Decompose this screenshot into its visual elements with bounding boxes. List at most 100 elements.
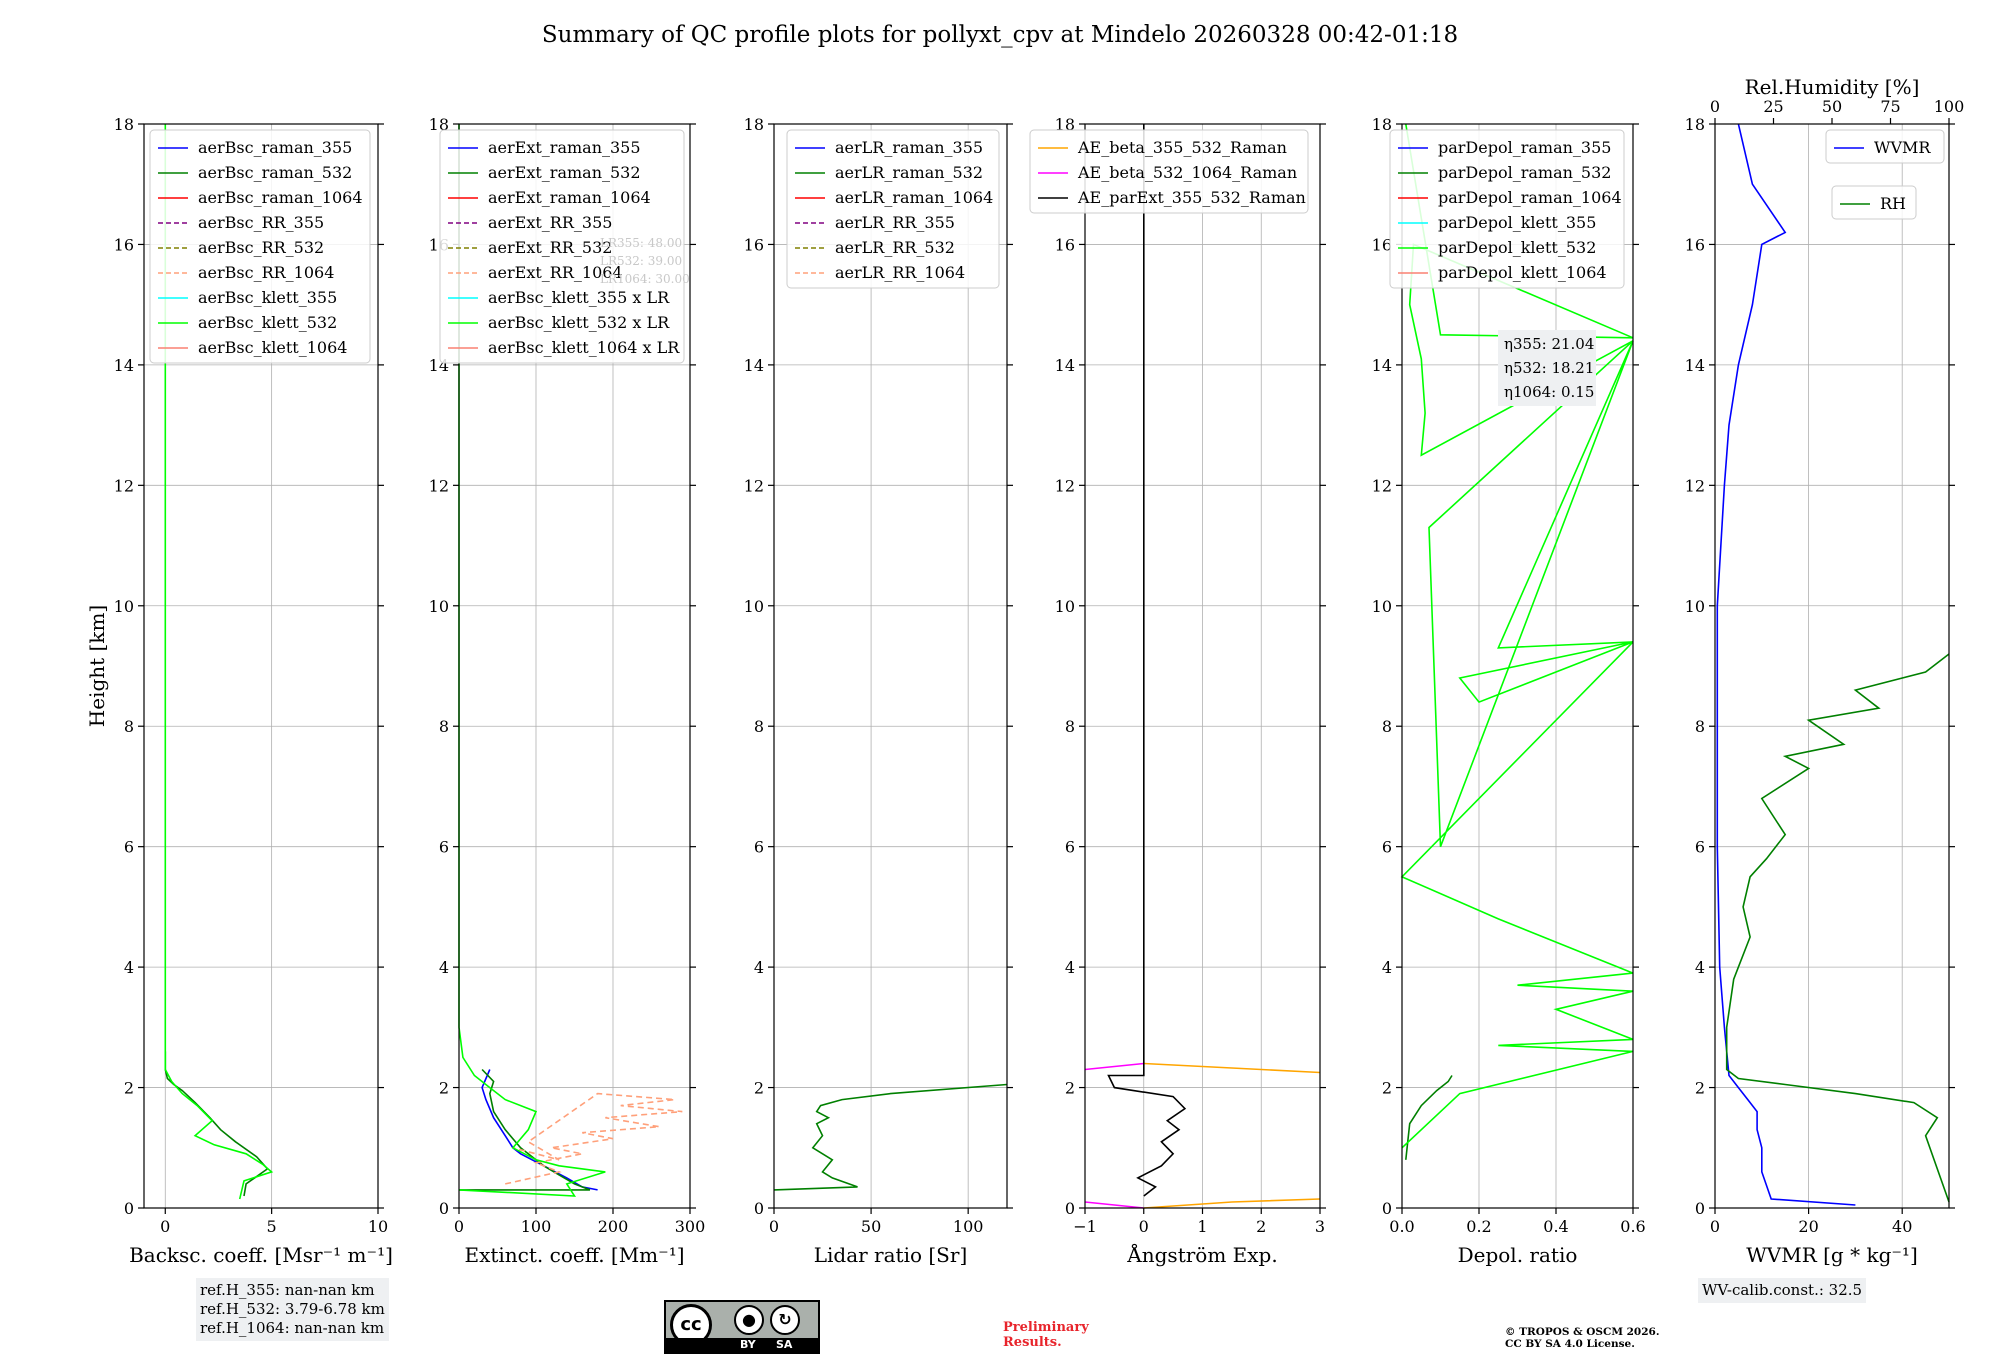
legend-panel-2-label: aerExt_RR_1064 xyxy=(488,263,623,282)
ghost-lr-label: LR355: 48.00 xyxy=(600,236,682,250)
legend-panel-1-label: aerBsc_raman_355 xyxy=(198,138,352,157)
ghost-lr-label: LR1064: 30.00 xyxy=(600,272,690,286)
legend-panel-1-box xyxy=(149,129,371,364)
y-axis-label: Height [km] xyxy=(85,605,109,727)
x-tick-label: 0.2 xyxy=(1466,1217,1491,1236)
legend-panel-2-label: aerExt_raman_1064 xyxy=(488,188,651,207)
y-tick-label: 16 xyxy=(1685,235,1705,254)
y-tick-label: 2 xyxy=(754,1079,764,1098)
wv-calib-const: WV-calib.const.: 32.5 xyxy=(1702,1281,1863,1299)
y-tick-label: 8 xyxy=(439,717,449,736)
copyright-note: © TROPOS & OSCM 2026. CC BY SA 4.0 Licen… xyxy=(1505,1326,1660,1350)
legend-panel-1-label: aerBsc_RR_1064 xyxy=(198,263,334,282)
y-tick-label: 14 xyxy=(744,356,764,375)
eta-label: η355: 21.04 xyxy=(1504,335,1594,353)
x-tick-label: 10 xyxy=(368,1217,388,1236)
y-tick-label: 12 xyxy=(1372,476,1392,495)
legend-panel-5-label: parDepol_raman_532 xyxy=(1438,163,1611,182)
axes-frame xyxy=(1401,123,1634,1209)
x-tick-label: 100 xyxy=(953,1217,984,1236)
x-tick-label: 2 xyxy=(1256,1217,1266,1236)
y-tick-label: 0 xyxy=(1382,1199,1392,1218)
ref-height-355: ref.H_355: nan-nan km xyxy=(200,1281,375,1299)
y-tick-label: 4 xyxy=(124,958,134,977)
series-aerext-raman-355 xyxy=(481,1069,598,1191)
axes-frame xyxy=(458,123,691,1209)
y-tick-label: 6 xyxy=(754,838,764,857)
legend-panel-1-label: aerBsc_klett_1064 xyxy=(198,338,347,357)
legend-panel-4-label: AE_parExt_355_532_Raman xyxy=(1077,188,1306,207)
legend-panel-2-box xyxy=(439,129,685,364)
y-tick-label: 18 xyxy=(1685,115,1705,134)
y-tick-label: 6 xyxy=(1382,838,1392,857)
y-tick-label: 18 xyxy=(114,115,134,134)
legend-panel-4-label: AE_beta_355_532_Raman xyxy=(1077,138,1287,157)
x-axis-label: Depol. ratio xyxy=(1458,1243,1578,1267)
y-tick-label: 10 xyxy=(1055,597,1075,616)
y-tick-label: 2 xyxy=(1695,1079,1705,1098)
y-tick-label: 6 xyxy=(1695,838,1705,857)
series-ae-beta-532-1064-raman xyxy=(1084,1201,1144,1209)
y-tick-label: 6 xyxy=(439,838,449,857)
preliminary-note: Preliminary Results. xyxy=(1003,1320,1089,1350)
legend-panel-5-label: parDepol_klett_532 xyxy=(1438,238,1596,257)
preliminary-line-2: Results. xyxy=(1003,1335,1062,1350)
y-tick-label: 12 xyxy=(1055,476,1075,495)
y-tick-label: 10 xyxy=(744,597,764,616)
x-tick-label: 0.6 xyxy=(1620,1217,1645,1236)
y-tick-label: 8 xyxy=(1382,717,1392,736)
y-tick-label: 16 xyxy=(1372,235,1392,254)
legend-panel-1-label: aerBsc_klett_355 xyxy=(198,288,337,307)
y-tick-label: 16 xyxy=(744,235,764,254)
legend-panel-3-label: aerLR_raman_1064 xyxy=(835,188,993,207)
legend-panel-2-label: aerExt_RR_532 xyxy=(488,238,612,257)
x-axis-label: Ångström Exp. xyxy=(1126,1242,1277,1267)
share-alike-icon: ↻ xyxy=(770,1305,800,1335)
eta-label: η532: 18.21 xyxy=(1504,359,1594,377)
x-tick-label: 0 xyxy=(1139,1217,1149,1236)
y-tick-label: 8 xyxy=(754,717,764,736)
x-tick-label: 0 xyxy=(1710,1217,1720,1236)
y-tick-label: 0 xyxy=(754,1199,764,1218)
y-tick-label: 10 xyxy=(114,597,134,616)
y-tick-label: 8 xyxy=(1695,717,1705,736)
legend-panel-1-label: aerBsc_raman_1064 xyxy=(198,188,363,207)
y-tick-label: 18 xyxy=(744,115,764,134)
top-x-tick-label: 50 xyxy=(1822,97,1842,116)
y-tick-label: 10 xyxy=(1372,597,1392,616)
legend-panel-5-label: parDepol_klett_355 xyxy=(1438,213,1596,232)
legend-panel-5-label: parDepol_raman_1064 xyxy=(1438,188,1622,207)
legend-panel-4-label: AE_beta_532_1064_Raman xyxy=(1077,163,1297,182)
legend-panel-1-label: aerBsc_RR_355 xyxy=(198,213,324,232)
legend-panel-5-label: parDepol_raman_355 xyxy=(1438,138,1611,157)
series-aerbsc-raman-532 xyxy=(164,1051,269,1197)
x-tick-label: 0.0 xyxy=(1389,1217,1414,1236)
y-tick-label: 2 xyxy=(1382,1079,1392,1098)
legend-panel-2-label: aerBsc_klett_532 x LR xyxy=(488,313,670,332)
x-tick-label: 0 xyxy=(769,1217,779,1236)
y-tick-label: 4 xyxy=(1382,958,1392,977)
figure-title: Summary of QC profile plots for pollyxt_… xyxy=(541,22,1459,48)
y-tick-label: 12 xyxy=(429,476,449,495)
ref-height-1064: ref.H_1064: nan-nan km xyxy=(200,1319,385,1337)
y-tick-label: 18 xyxy=(429,115,449,134)
y-tick-label: 10 xyxy=(1685,597,1705,616)
axes-frame xyxy=(1714,123,1950,1209)
y-tick-label: 0 xyxy=(439,1199,449,1218)
legend-panel-2-label: aerBsc_klett_1064 x LR xyxy=(488,338,680,357)
series-ae-beta-355-532-raman-upper xyxy=(1143,1062,1321,1074)
legend-panel-3-box xyxy=(786,129,1000,289)
top-x-tick-label: 0 xyxy=(1710,97,1720,116)
legend-panel-1-label: aerBsc_RR_532 xyxy=(198,238,324,257)
y-tick-label: 0 xyxy=(124,1199,134,1218)
y-tick-label: 16 xyxy=(114,235,134,254)
y-tick-label: 0 xyxy=(1695,1199,1705,1218)
x-tick-label: −1 xyxy=(1073,1217,1097,1236)
wv-calib-note: WV-calib.const.: 32.5 xyxy=(1698,1278,1867,1303)
legend-panel-2-label: aerExt_RR_355 xyxy=(488,213,612,232)
series-pardepol-raman-532 xyxy=(1405,1075,1453,1160)
cc-sa-label: SA xyxy=(776,1338,793,1351)
y-tick-label: 4 xyxy=(754,958,764,977)
series-wvmr xyxy=(1716,123,1856,1206)
